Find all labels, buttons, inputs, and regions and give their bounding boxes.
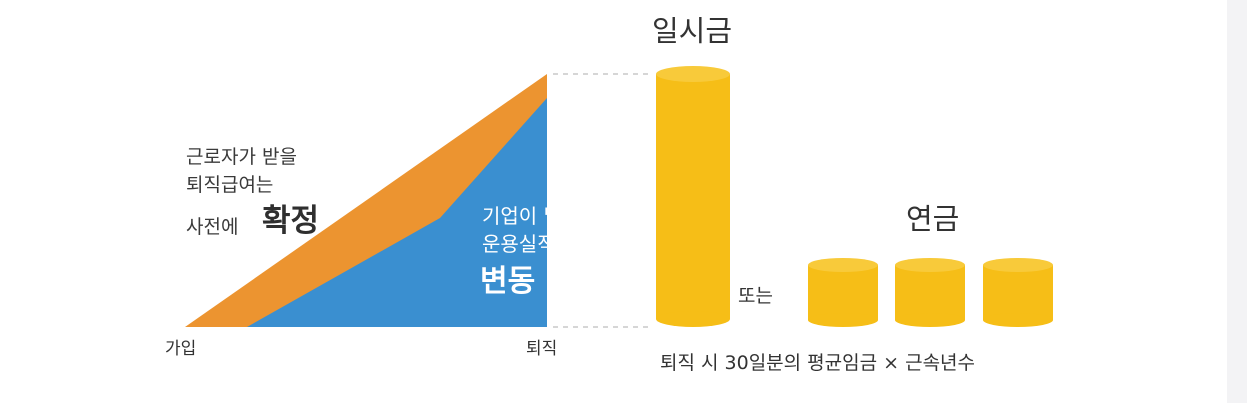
lump-sum-cylinder (656, 66, 730, 327)
contribution-area (247, 98, 547, 327)
page-edge-strip (1227, 0, 1247, 403)
defined-benefit-emphasis: 확정 (262, 203, 320, 239)
defined-benefit-text-line2: 퇴직급여는 (186, 174, 274, 196)
defined-benefit-text-line1: 근로자가 받을 (186, 146, 297, 168)
annuity-cylinder-1 (808, 258, 878, 327)
formula-text: 퇴직 시 30일분의 평균임금 × 근속년수 (660, 352, 976, 374)
annuity-label: 연금 (906, 202, 960, 236)
annuity-cylinder-3 (983, 258, 1053, 327)
defined-benefit-text-line3: 사전에 (186, 216, 239, 238)
axis-label-retire: 퇴직 (526, 339, 558, 359)
contribution-text-line2: 운용실적에 따라 (482, 232, 618, 256)
or-label: 또는 (738, 285, 773, 307)
lump-sum-label: 일시금 (652, 14, 733, 48)
contribution-text-line1: 기업이 낼 부담금은 (482, 204, 642, 228)
contribution-emphasis: 변동 (480, 264, 536, 299)
annuity-cylinder-2 (895, 258, 965, 327)
axis-label-join: 가입 (165, 339, 197, 359)
